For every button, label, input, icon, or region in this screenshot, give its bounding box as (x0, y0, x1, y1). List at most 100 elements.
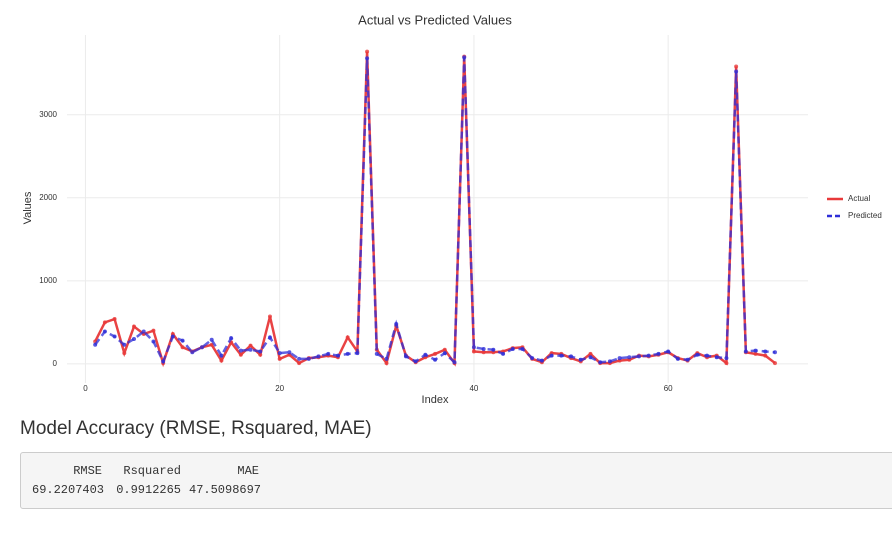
data-point (132, 336, 137, 341)
data-point (403, 354, 408, 359)
column-header: Rsquared (123, 464, 181, 478)
x-tick-label: 20 (275, 384, 284, 393)
data-point (462, 55, 467, 60)
data-point (481, 346, 486, 351)
data-point (122, 342, 127, 347)
data-point (510, 346, 515, 351)
data-point (326, 351, 331, 356)
data-point (190, 350, 195, 355)
data-point (471, 345, 476, 350)
data-point (345, 351, 350, 356)
data-point (112, 317, 117, 322)
data-point (423, 352, 428, 357)
data-point (151, 339, 156, 344)
data-point (685, 357, 690, 362)
data-point (141, 329, 146, 334)
data-point (394, 322, 399, 327)
data-point (763, 353, 768, 358)
data-point (753, 351, 758, 356)
data-point (229, 336, 234, 341)
data-point (734, 64, 739, 69)
data-point (530, 356, 535, 361)
data-point (598, 360, 603, 365)
data-point (413, 359, 418, 364)
data-point (267, 314, 272, 319)
data-point (374, 351, 379, 356)
data-point (151, 328, 156, 333)
data-point (219, 353, 224, 358)
y-tick-label: 3000 (39, 110, 57, 119)
data-point (578, 357, 583, 362)
data-point (433, 357, 438, 362)
x-axis-label: Index (422, 394, 449, 406)
series-line (94, 51, 776, 368)
cell: 69.2207403 (32, 483, 105, 497)
legend-label: Predicted (848, 211, 882, 220)
cell: 0.9912265 (116, 483, 181, 497)
y-tick-label: 1000 (39, 276, 57, 285)
column-header: RMSE (73, 464, 102, 478)
data-point (112, 334, 117, 339)
data-point (316, 354, 321, 359)
data-point (277, 351, 282, 356)
data-point (637, 354, 642, 359)
data-point (384, 356, 389, 361)
data-point (384, 361, 389, 366)
data-point (471, 349, 476, 354)
data-point (297, 356, 302, 361)
data-point (627, 355, 632, 360)
chart: Actual vs Predicted Values Index Values … (22, 12, 882, 406)
data-point (122, 351, 127, 356)
data-point (549, 353, 554, 358)
data-point (481, 350, 486, 355)
data-point (287, 350, 292, 355)
y-tick-label: 2000 (39, 193, 57, 202)
data-point (772, 361, 777, 366)
data-point (724, 361, 729, 366)
data-point (714, 355, 719, 360)
data-point (724, 356, 729, 361)
data-point (539, 358, 544, 363)
data-point (306, 356, 311, 361)
data-point (335, 353, 340, 358)
data-point (617, 356, 622, 361)
data-point (277, 356, 282, 361)
data-point (161, 359, 166, 364)
data-point (704, 353, 709, 358)
data-point (607, 359, 612, 364)
x-tick-label: 0 (83, 384, 88, 393)
chart-title: Actual vs Predicted Values (358, 12, 512, 27)
y-tick-label: 0 (53, 359, 58, 368)
data-point (753, 348, 758, 353)
x-tick-label: 40 (469, 384, 478, 393)
data-point (588, 351, 593, 356)
data-point (491, 347, 496, 352)
data-point (520, 346, 525, 351)
x-tick-label: 60 (664, 384, 673, 393)
data-point (501, 351, 506, 356)
data-point (355, 351, 360, 356)
data-point (132, 324, 137, 329)
data-point (345, 335, 350, 340)
column-header: MAE (237, 464, 259, 478)
data-point (365, 49, 370, 54)
data-point (258, 352, 263, 357)
data-point (102, 320, 107, 325)
data-point (267, 335, 272, 340)
data-point (569, 354, 574, 359)
data-point (365, 56, 370, 61)
data-point (772, 350, 777, 355)
data-point (93, 342, 98, 347)
data-point (656, 351, 661, 356)
output-block: RMSE Rsquared MAE 69.2207403 0.9912265 4… (20, 452, 892, 509)
section-title: Model Accuracy (RMSE, Rsquared, MAE) (20, 418, 372, 439)
data-point (180, 345, 185, 350)
data-point (588, 355, 593, 360)
cell: 47.5098697 (189, 483, 262, 497)
data-point (675, 356, 680, 361)
data-point (199, 345, 204, 350)
data-point (763, 349, 768, 354)
data-point (258, 349, 263, 354)
data-point (170, 334, 175, 339)
